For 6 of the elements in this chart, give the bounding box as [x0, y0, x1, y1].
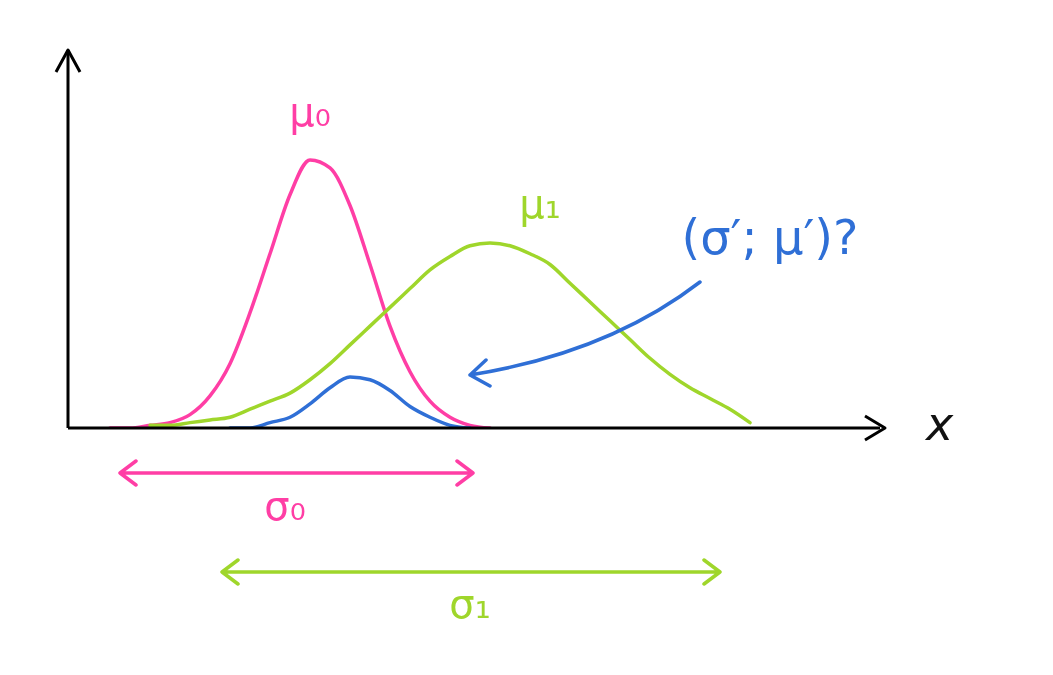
text: σ₀ — [264, 483, 306, 529]
text: μ₀ — [289, 89, 331, 135]
x-axis-title: x — [924, 397, 954, 451]
annotation: μ₁ — [519, 181, 561, 227]
annotation: (σ′; μ′)? — [681, 209, 859, 265]
text: σ₁ — [449, 581, 491, 627]
